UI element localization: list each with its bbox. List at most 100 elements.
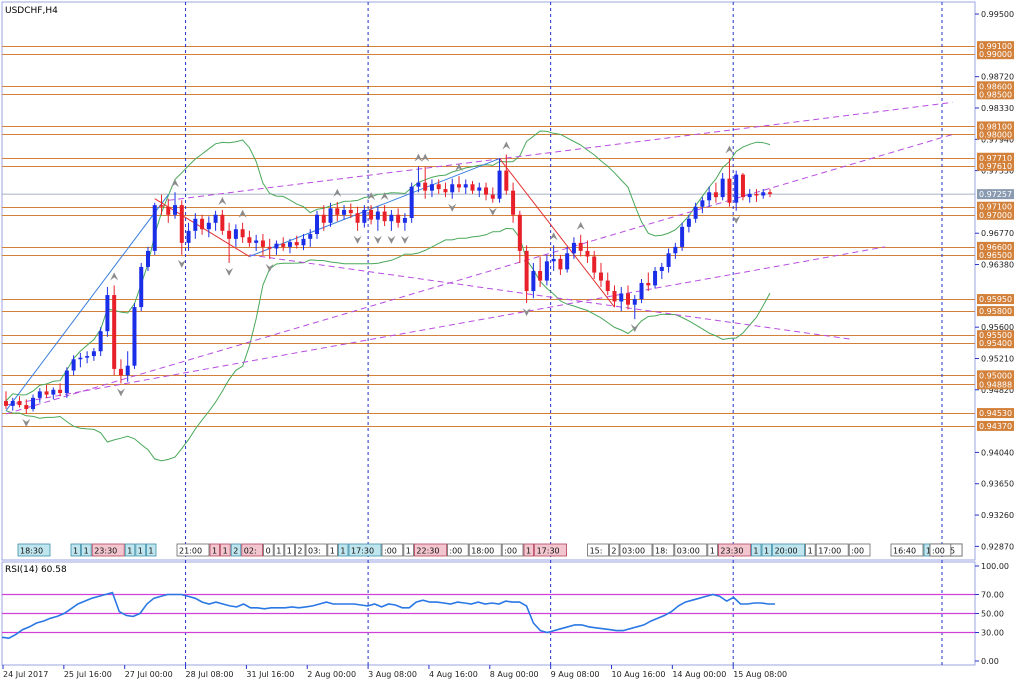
- time-label: 1: [764, 547, 769, 556]
- candle-body: [659, 266, 664, 271]
- time-label-box: [609, 543, 620, 557]
- level-tag-label: 0.97000: [979, 211, 1012, 220]
- level-tag-label: 0.94370: [979, 422, 1012, 431]
- candle-body: [626, 293, 631, 305]
- level-tag: [977, 241, 1014, 252]
- time-label-box: [381, 543, 404, 557]
- candle-body: [497, 170, 502, 199]
- candle-body: [301, 238, 306, 246]
- fractal-up-icon: [367, 192, 376, 201]
- candle-body: [186, 230, 191, 243]
- x-tick-label: 24 Jul 2017: [3, 670, 48, 679]
- candle-body: [179, 205, 184, 243]
- candle-body: [233, 229, 238, 239]
- candle-body: [227, 230, 232, 239]
- fractal-down-icon: [732, 215, 741, 224]
- rsi-title: RSI(14) 60.58: [5, 565, 67, 575]
- time-label: :00: [932, 547, 945, 556]
- x-tick-label: 10 Aug 16:00: [611, 670, 665, 679]
- time-label: 0: [266, 547, 271, 556]
- time-labels-group: 18:30 1 1 23:30 1 1 1 21:00 1 1 2 02: 0 1 1 2 03: 1 1 17:30…: [17, 543, 963, 557]
- candle-body: [58, 389, 63, 394]
- time-label-box: [413, 543, 447, 557]
- candle-body: [463, 184, 468, 188]
- level-tag-label: 0.99100: [979, 42, 1012, 51]
- level-tag-label: 0.97710: [979, 154, 1012, 163]
- candle-body: [85, 356, 90, 358]
- time-label-box: [772, 543, 805, 557]
- time-label-box: [241, 543, 264, 557]
- fractal-up-icon: [218, 196, 227, 205]
- current-price-label: 0.97257: [979, 190, 1012, 199]
- main-panel-frame: [1, 1, 976, 561]
- time-label-box: [619, 543, 653, 557]
- time-label: 17:30: [351, 547, 374, 556]
- time-label: 03:00: [622, 547, 645, 556]
- level-tag: [977, 420, 1014, 431]
- candle-body: [64, 370, 69, 394]
- x-tick-label: 4 Aug 16:00: [429, 670, 478, 679]
- x-tick-label: 28 Jul 08:00: [186, 670, 234, 679]
- candle-body: [409, 186, 414, 218]
- time-label: 1: [330, 547, 335, 556]
- x-tick-label: 2 Aug 00:00: [307, 670, 356, 679]
- level-tag: [977, 379, 1014, 390]
- candle-body: [78, 357, 83, 360]
- candle-body: [287, 242, 292, 247]
- time-label-box: [91, 543, 125, 557]
- channel-line: [249, 158, 500, 257]
- fractal-down-icon: [630, 324, 639, 333]
- candle-body: [159, 205, 164, 207]
- rsi-line: [1, 591, 775, 640]
- fractal-up-icon: [414, 153, 423, 162]
- time-label-box: [176, 543, 210, 557]
- candle-body: [727, 178, 732, 203]
- level-tag: [977, 89, 1014, 100]
- level-tag-label: 0.96500: [979, 251, 1012, 260]
- time-label: 1: [223, 547, 228, 556]
- time-label-box: [145, 543, 157, 557]
- fractal-down-icon: [22, 418, 31, 427]
- fractal-down-icon: [522, 308, 531, 317]
- time-label-box: [929, 543, 952, 557]
- level-tag: [977, 408, 1014, 419]
- trend-line-falling: [249, 254, 852, 340]
- candle-body: [558, 258, 563, 270]
- fractal-down-icon: [265, 263, 274, 272]
- time-label-box: [403, 543, 414, 557]
- candle-body: [436, 184, 441, 190]
- y-tick-label: 0.94040: [981, 448, 1014, 457]
- x-tick-label: 15 Aug 08:00: [733, 670, 787, 679]
- candle-body: [429, 184, 434, 191]
- time-label-box: [348, 543, 382, 557]
- candle-body: [653, 270, 658, 286]
- candle-body: [524, 250, 529, 292]
- level-tag: [977, 370, 1014, 381]
- x-tick-label: 9 Aug 08:00: [551, 670, 600, 679]
- fractal-down-icon: [387, 235, 396, 244]
- x-tick-label: 25 Jul 16:00: [64, 670, 112, 679]
- time-label-box: [446, 543, 469, 557]
- level-tag-label: 0.99000: [979, 50, 1012, 59]
- fractal-down-icon: [177, 259, 186, 268]
- level-tag-label: 0.97100: [979, 203, 1012, 212]
- time-label: 02:: [244, 547, 257, 556]
- candle-body: [639, 283, 644, 300]
- fractal-up-icon: [380, 192, 389, 201]
- candle-body: [686, 218, 691, 227]
- level-tag-label: 0.95400: [979, 339, 1012, 348]
- candle-body: [31, 397, 36, 410]
- time-label: 2: [611, 547, 616, 556]
- fractal-up-icon: [576, 221, 585, 230]
- candle-body: [707, 192, 712, 201]
- candle-body: [98, 331, 103, 352]
- candle-body: [531, 270, 536, 292]
- trend-line-mid: [5, 133, 953, 415]
- candle-body: [456, 184, 461, 188]
- time-label-box: [761, 543, 773, 557]
- time-label: 17:00: [818, 547, 841, 556]
- level-lines-group: [2, 46, 975, 427]
- fractal-up-icon: [171, 179, 180, 188]
- fractal-down-icon: [353, 235, 362, 244]
